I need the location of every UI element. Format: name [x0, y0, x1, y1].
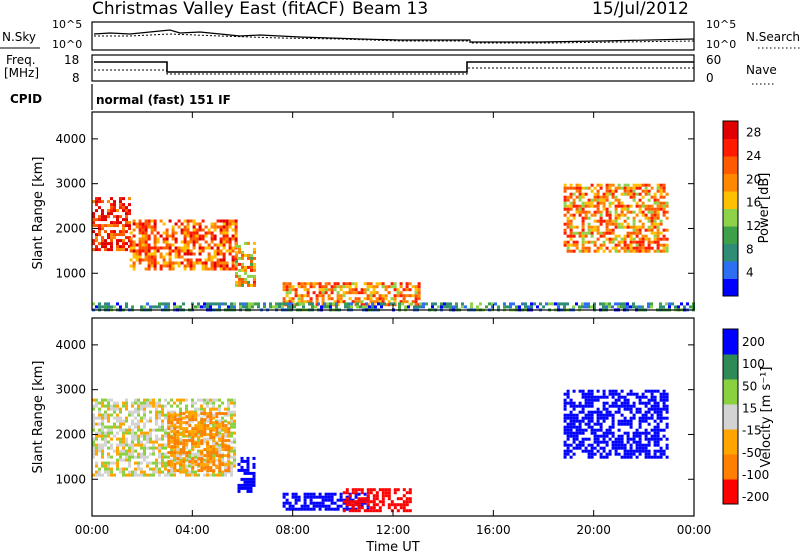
freq-tick-bottom: 8 — [72, 71, 80, 85]
noise-strip: N.Sky 10^5 10^0 10^5 10^0 N.Search — [0, 18, 800, 51]
power-region-early-band — [129, 219, 238, 271]
velocity-panel: 1000 2000 3000 4000 Slant Range [km] — [31, 317, 695, 517]
power-ylabel: Slant Range [km] — [31, 157, 46, 270]
velocity-colorbar-tick: -100 — [742, 468, 769, 482]
figure-title: Christmas Valley East (fitACF) — [92, 0, 345, 19]
beam-label: Beam 13 — [352, 0, 428, 19]
power-colorbar-swatch — [723, 173, 738, 192]
power-colorbar-label: Power [dB] — [757, 173, 772, 244]
cpid-label: CPID — [10, 92, 42, 106]
velocity-colorbar-swatch — [723, 379, 738, 405]
power-ytick-label: 2000 — [55, 221, 86, 235]
power-colorbar-tick: 16 — [746, 196, 761, 210]
velocity-colorbar-tick: -15 — [742, 424, 762, 438]
power-region-noon-echoes — [282, 282, 421, 307]
power-colorbar-swatch — [723, 243, 738, 262]
x-tick-label: 12:00 — [376, 523, 411, 537]
power-ytick-label: 1000 — [55, 266, 86, 280]
velocity-colorbar: 200 100 50 15 -15 -50 -100 -200 Velocity [m s⁻¹… — [722, 328, 774, 505]
velocity-ytick-label: 3000 — [55, 383, 86, 397]
nsky-tick-bottom: 10^0 — [52, 38, 82, 51]
nsearch-tick-bottom: 10^0 — [706, 38, 736, 51]
power-region-early-arc — [92, 197, 131, 252]
freq-strip: Freq. [MHz] 18 8 60 0 Nave — [4, 53, 777, 85]
power-region-late-fall — [235, 241, 256, 287]
power-colorbar: 4 8 12 16 20 24 28 Power [dB] — [722, 120, 772, 297]
velocity-colorbar-tick: 50 — [742, 379, 757, 393]
cpid-value: normal (fast) 151 IF — [96, 93, 231, 107]
power-marks — [92, 183, 695, 312]
velocity-colorbar-tick: 100 — [742, 357, 765, 371]
velocity-colorbar-swatch — [723, 329, 738, 355]
date-label: 15/Jul/2012 — [592, 0, 689, 19]
nsky-label: N.Sky — [2, 30, 36, 44]
nsearch-label: N.Search — [746, 30, 800, 44]
velocity-ylabel: Slant Range [km] — [31, 361, 46, 474]
freq-unit: [MHz] — [4, 66, 39, 80]
power-colorbar-tick: 20 — [746, 172, 761, 186]
velocity-colorbar-tick: 200 — [742, 335, 765, 349]
velocity-colorbar-label: Velocity [m s⁻¹] — [759, 367, 774, 468]
power-colorbar-tick: 12 — [746, 219, 761, 233]
velocity-colorbar-swatch — [723, 354, 738, 380]
power-region-evening-streak — [563, 183, 669, 253]
freq-label: Freq. — [6, 53, 36, 67]
x-tick-label: 00:00 — [75, 523, 110, 537]
power-colorbar-tick: 8 — [746, 242, 754, 256]
x-tick-label: 04:00 — [175, 523, 210, 537]
velocity-colorbar-swatch — [723, 454, 738, 480]
nave-tick-top: 60 — [706, 53, 721, 67]
velocity-ytick-label: 4000 — [55, 338, 86, 352]
velocity-ytick-label: 1000 — [55, 472, 86, 486]
power-ytick-label: 3000 — [55, 177, 86, 191]
velocity-colorbar-tick: 15 — [742, 402, 757, 416]
power-colorbar-swatch — [723, 156, 738, 174]
velocity-colorbar-swatch — [723, 404, 738, 430]
velocity-ytick-label: 2000 — [55, 427, 86, 441]
nave-tick-bottom: 0 — [706, 71, 714, 85]
power-colorbar-tick: 24 — [746, 149, 761, 163]
velocity-region-early-west — [167, 412, 231, 473]
velocity-marks — [92, 389, 669, 513]
velocity-colorbar-tick: -200 — [742, 490, 769, 504]
nave-trace — [94, 67, 694, 75]
power-colorbar-swatch — [723, 278, 738, 297]
nsky-tick-top: 10^5 — [52, 18, 82, 31]
power-colorbar-tick: 4 — [746, 266, 754, 280]
power-colorbar-swatch — [723, 208, 738, 227]
power-panel: 1000 2000 3000 4000 Slant Range [km] — [31, 111, 695, 312]
power-colorbar-swatch — [723, 138, 738, 157]
freq-trace — [94, 61, 694, 73]
power-colorbar-swatch — [723, 226, 738, 244]
velocity-colorbar-tick: -50 — [742, 446, 762, 460]
x-tick-label: 00:00 — [677, 523, 712, 537]
x-tick-label: 20:00 — [576, 523, 611, 537]
velocity-colorbar-swatch — [723, 479, 738, 505]
power-colorbar-swatch — [723, 121, 738, 139]
nsearch-tick-top: 10^5 — [706, 18, 736, 31]
x-tick-label: 16:00 — [476, 523, 511, 537]
power-colorbar-swatch — [723, 261, 738, 279]
x-axis-label: Time UT — [365, 540, 419, 554]
velocity-region-noon-away — [342, 488, 412, 513]
x-tick-label: 08:00 — [275, 523, 310, 537]
nave-label: Nave — [746, 63, 777, 77]
power-colorbar-tick: 28 — [746, 126, 761, 140]
velocity-colorbar-swatch — [723, 429, 738, 455]
velocity-region-evening-toward — [563, 389, 669, 459]
nsky-trace — [93, 29, 695, 43]
freq-tick-top: 18 — [64, 53, 79, 67]
power-ytick-label: 4000 — [55, 132, 86, 146]
nsearch-trace — [94, 33, 695, 44]
velocity-region-dawn-toward — [237, 456, 256, 493]
power-colorbar-swatch — [723, 191, 738, 209]
